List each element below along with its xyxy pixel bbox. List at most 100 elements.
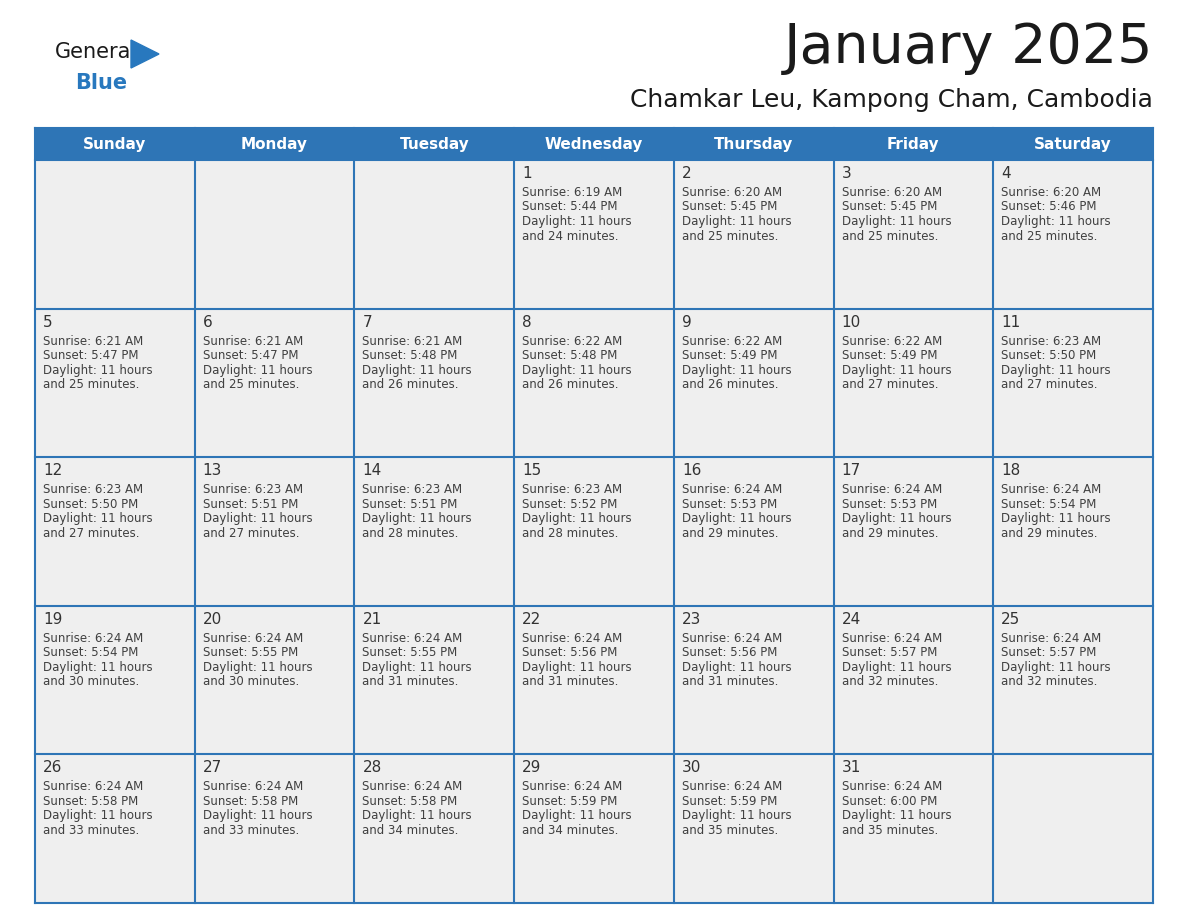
Text: Sunset: 5:58 PM: Sunset: 5:58 PM [43,795,138,808]
Text: Daylight: 11 hours: Daylight: 11 hours [682,661,791,674]
Text: Thursday: Thursday [714,137,794,151]
Text: Sunset: 5:47 PM: Sunset: 5:47 PM [43,349,139,362]
Bar [36,607,194,754]
Text: Daylight: 11 hours: Daylight: 11 hours [43,661,152,674]
Text: Sunset: 5:44 PM: Sunset: 5:44 PM [523,200,618,214]
Text: and 34 minutes.: and 34 minutes. [523,823,619,837]
Text: Sunrise: 6:21 AM: Sunrise: 6:21 AM [362,334,462,348]
Bar [196,458,353,605]
Text: Sunset: 5:49 PM: Sunset: 5:49 PM [682,349,777,362]
Text: Sunset: 5:54 PM: Sunset: 5:54 PM [1001,498,1097,510]
Text: Sunrise: 6:23 AM: Sunrise: 6:23 AM [1001,334,1101,348]
Bar [516,756,672,902]
Bar [675,458,833,605]
Bar [675,756,833,902]
Text: Sunrise: 6:20 AM: Sunrise: 6:20 AM [841,186,942,199]
Text: Daylight: 11 hours: Daylight: 11 hours [682,810,791,823]
Bar [36,458,194,605]
Text: Sunrise: 6:20 AM: Sunrise: 6:20 AM [682,186,782,199]
Text: 22: 22 [523,611,542,627]
Text: and 29 minutes.: and 29 minutes. [841,527,939,540]
Text: Daylight: 11 hours: Daylight: 11 hours [841,215,952,228]
Text: and 25 minutes.: and 25 minutes. [203,378,299,391]
Bar [196,756,353,902]
Text: Sunrise: 6:24 AM: Sunrise: 6:24 AM [523,632,623,644]
Text: Sunset: 5:58 PM: Sunset: 5:58 PM [362,795,457,808]
Bar [675,309,833,456]
Bar [354,128,514,160]
Text: Sunrise: 6:21 AM: Sunrise: 6:21 AM [43,334,144,348]
Text: Sunrise: 6:21 AM: Sunrise: 6:21 AM [203,334,303,348]
Text: Sunset: 5:45 PM: Sunset: 5:45 PM [841,200,937,214]
Text: and 27 minutes.: and 27 minutes. [43,527,139,540]
Text: 19: 19 [43,611,63,627]
Text: and 27 minutes.: and 27 minutes. [841,378,939,391]
Text: Sunrise: 6:24 AM: Sunrise: 6:24 AM [682,483,782,497]
Text: and 32 minutes.: and 32 minutes. [1001,676,1098,688]
Bar [516,607,672,754]
Text: Daylight: 11 hours: Daylight: 11 hours [203,512,312,525]
Text: and 34 minutes.: and 34 minutes. [362,823,459,837]
Text: Sunrise: 6:24 AM: Sunrise: 6:24 AM [203,632,303,644]
Text: Sunrise: 6:24 AM: Sunrise: 6:24 AM [362,632,462,644]
Text: and 25 minutes.: and 25 minutes. [43,378,139,391]
Text: Sunrise: 6:24 AM: Sunrise: 6:24 AM [362,780,462,793]
Text: 10: 10 [841,315,861,330]
Text: Sunrise: 6:19 AM: Sunrise: 6:19 AM [523,186,623,199]
Text: Wednesday: Wednesday [545,137,643,151]
Bar [834,128,993,160]
Text: Sunset: 5:52 PM: Sunset: 5:52 PM [523,498,618,510]
Text: and 25 minutes.: and 25 minutes. [682,230,778,242]
Text: Daylight: 11 hours: Daylight: 11 hours [523,215,632,228]
Text: Daylight: 11 hours: Daylight: 11 hours [1001,215,1111,228]
Text: 16: 16 [682,464,701,478]
Bar [34,128,195,160]
Text: Daylight: 11 hours: Daylight: 11 hours [1001,661,1111,674]
Text: Daylight: 11 hours: Daylight: 11 hours [841,810,952,823]
Text: Sunset: 6:00 PM: Sunset: 6:00 PM [841,795,937,808]
Bar [196,161,353,308]
Text: 15: 15 [523,464,542,478]
Text: 9: 9 [682,315,691,330]
Text: 5: 5 [43,315,52,330]
Bar [514,128,674,160]
Text: 2: 2 [682,166,691,181]
Text: Daylight: 11 hours: Daylight: 11 hours [1001,512,1111,525]
Text: Daylight: 11 hours: Daylight: 11 hours [682,364,791,376]
Text: Sunset: 5:45 PM: Sunset: 5:45 PM [682,200,777,214]
Bar [355,756,513,902]
Text: and 30 minutes.: and 30 minutes. [43,676,139,688]
Text: Monday: Monday [241,137,308,151]
Text: Sunset: 5:56 PM: Sunset: 5:56 PM [682,646,777,659]
Text: and 29 minutes.: and 29 minutes. [682,527,778,540]
Text: Daylight: 11 hours: Daylight: 11 hours [523,512,632,525]
Text: 26: 26 [43,760,63,776]
Text: Sunrise: 6:24 AM: Sunrise: 6:24 AM [43,780,144,793]
Text: Sunrise: 6:24 AM: Sunrise: 6:24 AM [682,780,782,793]
Text: 29: 29 [523,760,542,776]
Text: Sunset: 5:48 PM: Sunset: 5:48 PM [362,349,457,362]
Text: Sunrise: 6:22 AM: Sunrise: 6:22 AM [841,334,942,348]
Text: 27: 27 [203,760,222,776]
Text: Sunset: 5:59 PM: Sunset: 5:59 PM [523,795,618,808]
Text: Sunrise: 6:23 AM: Sunrise: 6:23 AM [203,483,303,497]
Text: 20: 20 [203,611,222,627]
Bar [994,309,1152,456]
Text: and 29 minutes.: and 29 minutes. [1001,527,1098,540]
Text: Daylight: 11 hours: Daylight: 11 hours [523,810,632,823]
Text: 21: 21 [362,611,381,627]
Bar [994,756,1152,902]
Text: Daylight: 11 hours: Daylight: 11 hours [1001,364,1111,376]
Bar [196,607,353,754]
Text: and 31 minutes.: and 31 minutes. [362,676,459,688]
Text: Daylight: 11 hours: Daylight: 11 hours [203,810,312,823]
Text: 12: 12 [43,464,62,478]
Text: Daylight: 11 hours: Daylight: 11 hours [682,512,791,525]
Bar [835,607,992,754]
Polygon shape [131,40,159,68]
Text: Sunset: 5:58 PM: Sunset: 5:58 PM [203,795,298,808]
Text: and 33 minutes.: and 33 minutes. [43,823,139,837]
Text: Sunset: 5:47 PM: Sunset: 5:47 PM [203,349,298,362]
Text: 17: 17 [841,464,861,478]
Text: Sunrise: 6:24 AM: Sunrise: 6:24 AM [841,780,942,793]
